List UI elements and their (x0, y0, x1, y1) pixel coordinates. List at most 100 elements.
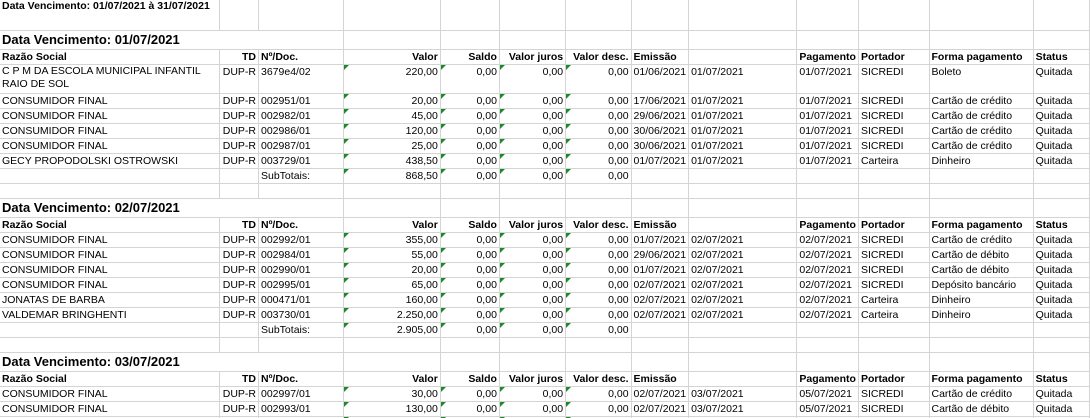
column-header-razao-social[interactable]: Razão Social (0, 49, 221, 65)
cell-saldo[interactable]: 0,00 (440, 64, 500, 94)
cell-forma-pagamento[interactable]: Boleto (929, 64, 1034, 94)
column-header-forma-pagamento[interactable]: Forma pagamento (929, 49, 1034, 65)
column-header-td[interactable]: TD (219, 371, 259, 387)
cell-pagamento[interactable]: 05/07/2021 (796, 386, 859, 402)
cell[interactable] (688, 168, 798, 184)
cell[interactable] (631, 183, 690, 199)
cell-forma-pagamento[interactable]: Cartão de crédito (929, 232, 1034, 248)
column-header-td[interactable]: TD (219, 49, 259, 65)
cell-emissao[interactable]: 01/07/2021 (631, 153, 690, 169)
cell-razao-social[interactable]: VALDEMAR BRINGHENTI (0, 307, 221, 323)
cell-valor-juros[interactable]: 0,00 (499, 292, 567, 308)
cell-forma-pagamento[interactable]: Cartão de crédito (929, 123, 1034, 139)
cell-razao-social[interactable]: CONSUMIDOR FINAL (0, 232, 221, 248)
cell-razao-social[interactable]: CONSUMIDOR FINAL (0, 401, 221, 417)
cell-status[interactable]: Quitada (1033, 307, 1090, 323)
cell-td[interactable]: DUP-R (219, 277, 259, 293)
cell-valor-juros[interactable]: 0,00 (499, 108, 567, 124)
cell[interactable] (631, 352, 690, 372)
cell-saldo[interactable]: 0,00 (440, 307, 500, 323)
cell-vencimento[interactable]: 03/07/2021 (688, 386, 798, 402)
cell-vencimento[interactable]: 01/07/2021 (688, 138, 798, 154)
cell[interactable] (858, 198, 930, 218)
subtotal-label[interactable]: SubTotais: (258, 168, 344, 184)
column-header-pagamento[interactable]: Pagamento (796, 371, 859, 387)
cell-status[interactable]: Quitada (1033, 108, 1090, 124)
cell-valor-juros[interactable]: 0,00 (499, 123, 567, 139)
cell[interactable] (631, 0, 690, 31)
column-header-emissao[interactable]: Emissão (631, 371, 690, 387)
cell-valor[interactable]: 25,00 (343, 138, 441, 154)
cell-valor-desc[interactable]: 0,00 (565, 93, 632, 109)
cell-razao-social[interactable]: CONSUMIDOR FINAL (0, 277, 221, 293)
cell-doc[interactable]: 002987/01 (258, 138, 344, 154)
cell[interactable] (858, 0, 930, 31)
cell-valor[interactable]: 20,00 (343, 262, 441, 278)
cell[interactable] (258, 183, 344, 199)
cell[interactable] (499, 352, 567, 372)
cell-doc[interactable]: 002951/01 (258, 93, 344, 109)
cell-vencimento[interactable]: 03/07/2021 (688, 416, 798, 418)
cell-saldo[interactable]: 0,00 (440, 292, 500, 308)
cell-td[interactable]: DUP-R (219, 123, 259, 139)
cell-doc[interactable]: 002982/01 (258, 108, 344, 124)
cell[interactable] (688, 337, 798, 353)
cell-emissao[interactable]: 02/07/2021 (631, 416, 690, 418)
column-header-emissao[interactable]: Emissão (631, 217, 690, 233)
cell[interactable] (929, 183, 1034, 199)
cell-valor[interactable]: 130,00 (343, 401, 441, 417)
cell-td[interactable]: DUP-R (219, 93, 259, 109)
cell[interactable] (796, 337, 859, 353)
cell-emissao[interactable]: 02/07/2021 (631, 277, 690, 293)
cell-valor[interactable]: 20,00 (343, 93, 441, 109)
cell-forma-pagamento[interactable]: Dinheiro (929, 307, 1034, 323)
cell-pagamento[interactable]: 01/07/2021 (796, 64, 859, 94)
cell-razao-social[interactable]: CONSUMIDOR FINAL (0, 138, 221, 154)
subtotal-value[interactable]: 0,00 (440, 168, 500, 184)
cell[interactable] (631, 168, 690, 184)
column-header-status[interactable]: Status (1033, 371, 1090, 387)
cell-portador[interactable]: SICREDI (858, 123, 930, 139)
cell-saldo[interactable]: 0,00 (440, 153, 500, 169)
cell[interactable] (219, 322, 259, 338)
cell-razao-social[interactable]: C P M DA ESCOLA MUNICIPAL INFANTIL RAIO … (0, 64, 221, 94)
column-header-portador[interactable]: Portador (858, 49, 930, 65)
cell-vencimento[interactable]: 02/07/2021 (688, 292, 798, 308)
cell[interactable] (929, 168, 1034, 184)
cell-valor-desc[interactable]: 0,00 (565, 123, 632, 139)
cell-valor-desc[interactable]: 0,00 (565, 277, 632, 293)
cell[interactable] (631, 322, 690, 338)
cell-saldo[interactable]: 0,00 (440, 108, 500, 124)
cell-pagamento[interactable]: 05/07/2021 (796, 401, 859, 417)
cell-saldo[interactable]: 0,00 (440, 232, 500, 248)
cell[interactable] (688, 322, 798, 338)
cell-valor-juros[interactable]: 0,00 (499, 386, 567, 402)
column-header-vencimento[interactable] (688, 217, 798, 233)
cell-valor-desc[interactable]: 0,00 (565, 401, 632, 417)
cell-doc[interactable]: 002986/01 (258, 123, 344, 139)
cell-valor[interactable]: 438,50 (343, 153, 441, 169)
cell-valor-desc[interactable]: 0,00 (565, 232, 632, 248)
cell[interactable] (796, 183, 859, 199)
cell[interactable] (1033, 337, 1090, 353)
column-header-portador[interactable]: Portador (858, 217, 930, 233)
column-header-forma-pagamento[interactable]: Forma pagamento (929, 217, 1034, 233)
cell-status[interactable]: Quitada (1033, 386, 1090, 402)
cell[interactable] (440, 337, 500, 353)
cell[interactable] (258, 0, 344, 31)
cell[interactable] (796, 322, 859, 338)
cell[interactable] (1033, 0, 1090, 31)
cell[interactable] (929, 337, 1034, 353)
cell-td[interactable]: DUP-R (219, 401, 259, 417)
cell-portador[interactable]: SICREDI (858, 277, 930, 293)
cell-status[interactable]: Quitada (1033, 401, 1090, 417)
cell-doc[interactable]: 003730/01 (258, 307, 344, 323)
cell-pagamento[interactable]: 01/07/2021 (796, 153, 859, 169)
cell-saldo[interactable]: 0,00 (440, 262, 500, 278)
cell-valor-juros[interactable]: 0,00 (499, 232, 567, 248)
cell-saldo[interactable]: 0,00 (440, 123, 500, 139)
cell[interactable] (499, 183, 567, 199)
report-title[interactable]: Data Vencimento: 01/07/2021 à 31/07/2021 (0, 0, 221, 31)
cell-forma-pagamento[interactable]: Cartão de crédito (929, 93, 1034, 109)
cell-td[interactable]: DUP-R (219, 292, 259, 308)
